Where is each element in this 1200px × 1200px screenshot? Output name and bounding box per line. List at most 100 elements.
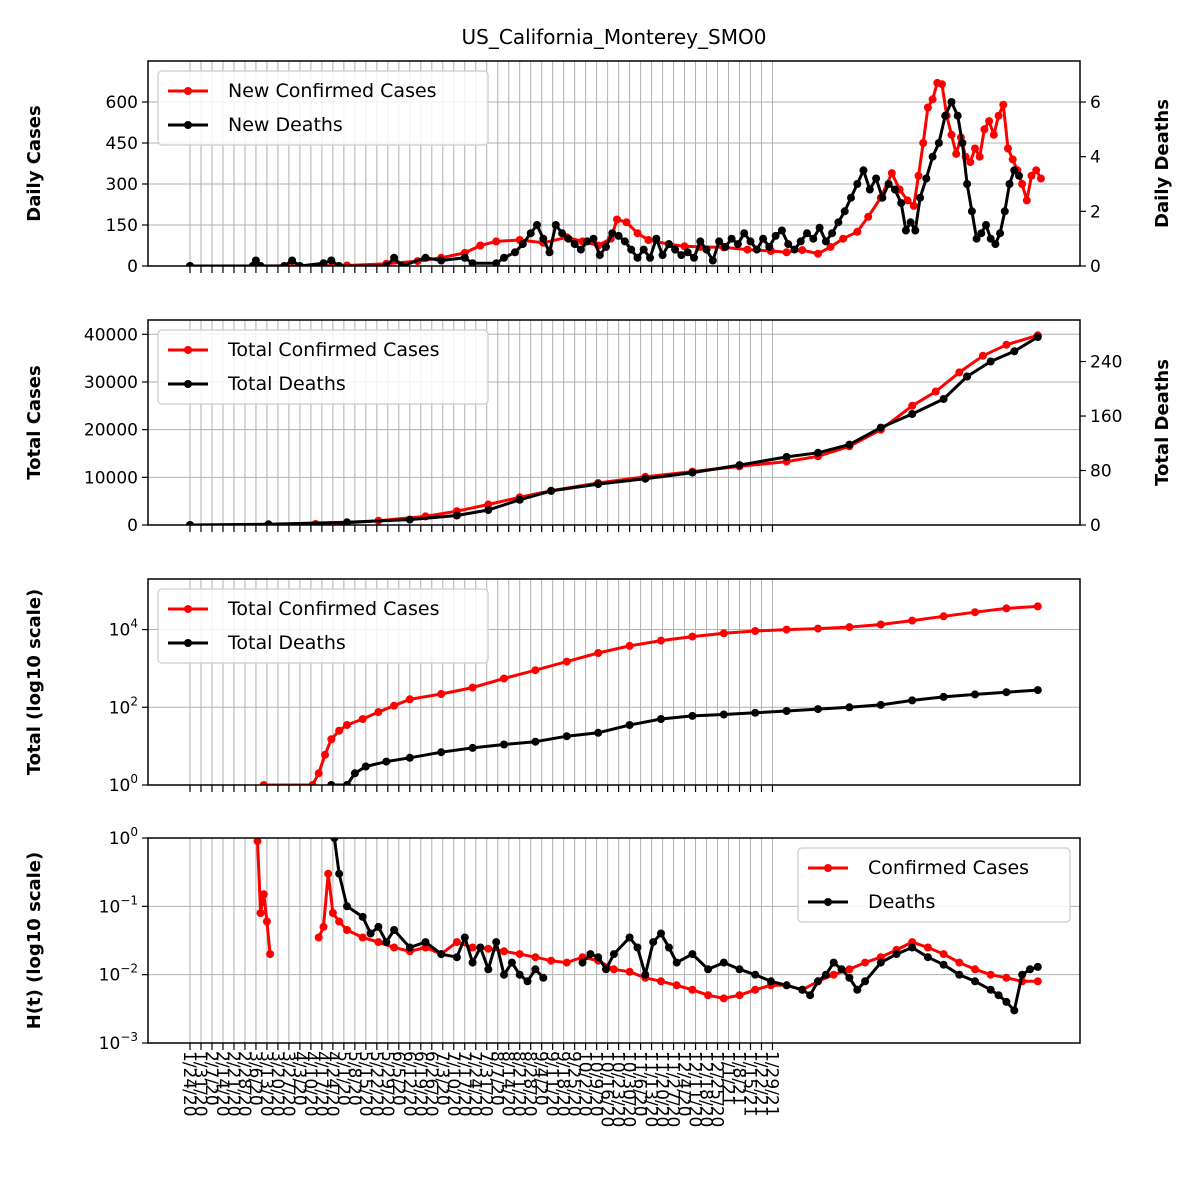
data-point	[374, 922, 383, 931]
data-point	[622, 218, 631, 227]
data-point	[719, 994, 728, 1003]
data-point	[484, 965, 493, 974]
data-point	[437, 690, 446, 698]
legend-entry: Total Deaths	[227, 373, 346, 395]
data-point	[545, 248, 554, 257]
data-point	[861, 958, 870, 967]
data-point	[890, 185, 899, 194]
x-tick-label: 10/23/20	[608, 1051, 628, 1127]
data-point	[985, 117, 994, 126]
data-point	[688, 632, 697, 641]
legend-entry: Total Deaths	[227, 632, 346, 654]
data-point	[958, 139, 967, 147]
data-point	[515, 950, 524, 959]
data-point	[814, 249, 822, 258]
data-point	[1002, 340, 1011, 349]
data-point	[1032, 166, 1041, 175]
data-point	[941, 111, 950, 120]
data-point	[680, 242, 689, 251]
data-point	[620, 237, 629, 246]
series-line	[190, 81, 1043, 266]
data-point	[500, 970, 508, 979]
data-point	[657, 636, 665, 645]
data-point	[704, 991, 713, 1000]
data-point	[853, 180, 862, 188]
data-point	[845, 973, 854, 982]
data-point	[259, 890, 268, 899]
data-point	[646, 253, 654, 262]
y-tick-label: 104	[109, 617, 138, 641]
x-tick-label: 6/12/20	[399, 1051, 419, 1117]
x-tick-label: 11/27/20	[663, 1051, 683, 1127]
data-point	[809, 234, 818, 243]
data-point	[251, 256, 260, 265]
data-point	[511, 248, 519, 257]
x-tick-label: 5/22/20	[366, 1051, 386, 1117]
x-tick-label: 12/4/20	[674, 1051, 694, 1117]
data-point	[840, 207, 849, 216]
data-point	[594, 649, 603, 657]
x-tick-label: 3/13/20	[256, 1051, 276, 1117]
data-point	[390, 926, 399, 934]
data-point	[884, 180, 893, 188]
data-point	[558, 229, 567, 238]
data-point	[916, 193, 925, 202]
legend: Total Confirmed Cases Total Deaths	[157, 588, 489, 664]
data-point	[996, 229, 1005, 238]
data-point	[966, 158, 975, 167]
data-point	[839, 234, 848, 243]
data-point	[719, 629, 728, 638]
x-tick-label: 7/10/20	[443, 1051, 463, 1117]
data-point	[991, 240, 1000, 249]
data-point	[986, 985, 995, 994]
data-point	[1033, 962, 1042, 971]
data-point	[500, 947, 508, 956]
data-point	[343, 902, 351, 911]
data-point	[547, 956, 556, 965]
data-point	[923, 953, 932, 962]
data-point	[594, 480, 603, 489]
data-point	[765, 242, 774, 251]
y-right-tick-label: 160	[1090, 407, 1122, 427]
data-point	[782, 625, 791, 634]
data-point	[864, 212, 873, 221]
data-point	[295, 262, 304, 266]
data-point	[259, 781, 268, 785]
x-tick-label: 11/6/20	[630, 1051, 650, 1117]
data-point	[1026, 965, 1034, 974]
legend-entry: Total Confirmed Cases	[227, 598, 440, 620]
plot-area	[186, 331, 1042, 525]
data-point	[476, 241, 485, 250]
panel-1: 0 150 300 450 600 0 2 4 6 Daily Cases Daily Deaths…	[24, 60, 1173, 277]
data-point	[931, 387, 940, 396]
data-point	[1004, 144, 1012, 153]
x-tick-label: 3/20/20	[267, 1051, 287, 1117]
legend: Total Confirmed Cases Total Deaths	[157, 329, 489, 405]
data-point	[492, 259, 501, 266]
data-point	[649, 938, 658, 947]
x-tick-label: 3/27/20	[278, 1051, 298, 1117]
data-point	[343, 926, 351, 934]
legend-entry: New Confirmed Cases	[228, 80, 437, 102]
data-point	[468, 958, 477, 967]
data-point	[826, 242, 835, 251]
data-point	[515, 970, 524, 979]
data-point	[1002, 997, 1011, 1006]
x-tick-label: 11/13/20	[641, 1051, 661, 1127]
legend: New Confirmed Cases New Deaths	[157, 70, 489, 146]
x-tick-label: 7/3/20	[432, 1051, 452, 1106]
data-point	[746, 237, 755, 246]
data-point	[500, 740, 508, 749]
y-tick-label: 300	[106, 175, 138, 195]
data-point	[390, 943, 399, 952]
data-point	[919, 139, 928, 147]
data-point	[861, 977, 870, 986]
data-point	[468, 259, 477, 266]
data-point	[500, 674, 508, 683]
data-point	[437, 256, 446, 265]
data-point	[382, 757, 391, 766]
data-point	[688, 711, 697, 720]
data-point	[845, 965, 854, 974]
data-point	[928, 152, 937, 161]
